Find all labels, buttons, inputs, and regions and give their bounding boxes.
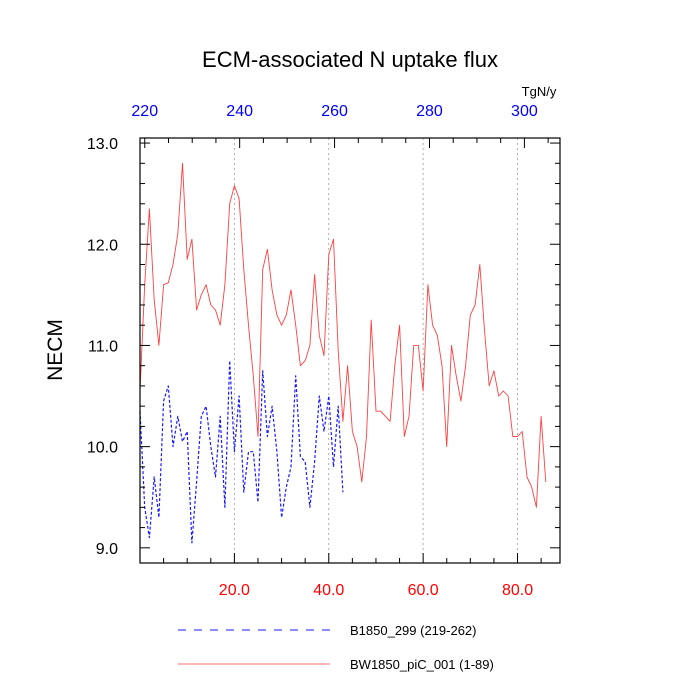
top-tick-label: 260 bbox=[321, 103, 348, 120]
tick-labels: 20.0 40.0 60.0 80.0 220 240 260 280 300 9.0 10.0 11… bbox=[87, 103, 538, 599]
legend: B1850_299 (219-262) BW1850_piC_001 (1-89) bbox=[178, 623, 494, 672]
left-tick-label: 9.0 bbox=[96, 541, 118, 558]
left-tick-label: 13.0 bbox=[87, 136, 118, 153]
top-tick-label: 220 bbox=[131, 103, 158, 120]
bottom-tick-label: 20.0 bbox=[219, 582, 250, 599]
top-tick-label: 300 bbox=[511, 103, 538, 120]
plot-frame bbox=[139, 137, 561, 564]
axis-ticks bbox=[140, 138, 560, 563]
series-layer bbox=[139, 162, 547, 544]
series-line-1 bbox=[139, 360, 344, 544]
left-tick-label: 11.0 bbox=[88, 338, 118, 355]
top-axis-units-label: TgN/y bbox=[522, 84, 557, 99]
left-tick-label: 10.0 bbox=[87, 440, 118, 457]
gridlines bbox=[233, 138, 518, 563]
top-tick-label: 240 bbox=[226, 103, 253, 120]
legend-label-1: BW1850_piC_001 (1-89) bbox=[350, 657, 494, 672]
legend-label-0: B1850_299 (219-262) bbox=[350, 623, 477, 638]
left-tick-label: 12.0 bbox=[87, 237, 118, 254]
bottom-tick-label: 60.0 bbox=[408, 582, 439, 599]
bottom-tick-label: 80.0 bbox=[502, 582, 533, 599]
series-line-0 bbox=[139, 162, 547, 508]
chart-title: ECM-associated N uptake flux bbox=[202, 47, 498, 72]
y-axis-label: NECM bbox=[44, 319, 67, 381]
top-tick-label: 280 bbox=[416, 103, 443, 120]
bottom-tick-label: 40.0 bbox=[313, 582, 344, 599]
